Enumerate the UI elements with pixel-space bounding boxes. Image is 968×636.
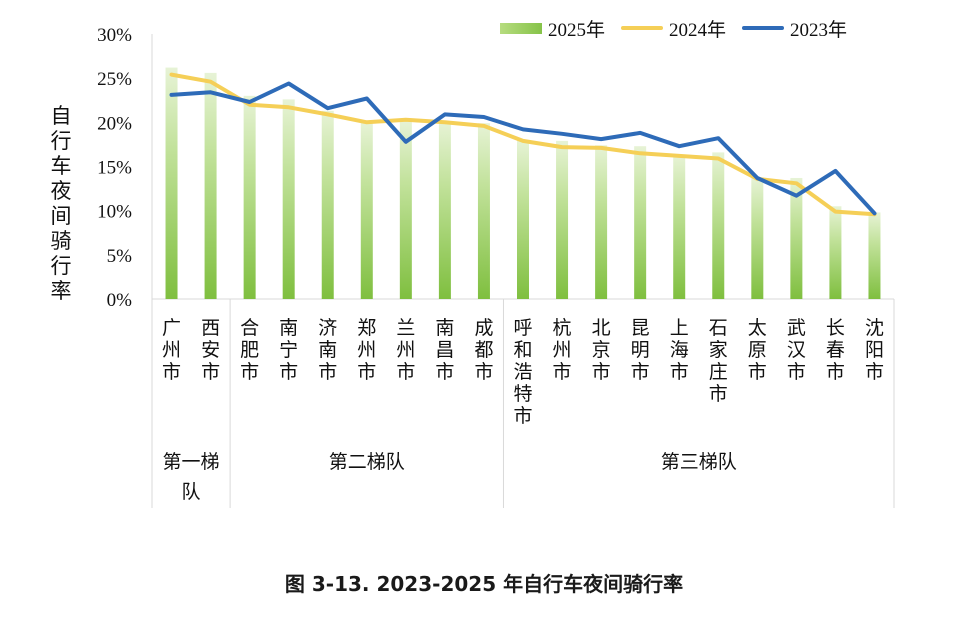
x-tick-label: 南昌市	[435, 317, 454, 383]
bar-2025	[438, 121, 451, 299]
line-2023	[169, 81, 877, 216]
x-tick-label: 长春市	[826, 317, 845, 383]
group-label: 第二梯队	[329, 451, 405, 473]
x-tick-label: 上海市	[670, 317, 689, 383]
legend-label-2024: 2024年	[669, 19, 727, 41]
legend-item-2024: 2024年	[621, 15, 726, 42]
legend-label-2025: 2025年	[548, 19, 606, 41]
bar-2025	[360, 122, 373, 299]
bar-2025	[556, 140, 569, 299]
y-tick-label: 10%	[97, 202, 132, 223]
x-tick-label: 南宁市	[279, 317, 298, 383]
x-tick-label: 郑州市	[357, 317, 376, 383]
x-tick-label: 济南市	[318, 317, 337, 383]
y-axis-title: 自行车夜间骑行率	[50, 104, 72, 303]
x-tick-label: 西安市	[201, 317, 220, 383]
legend-item-2025: 2025年	[500, 15, 605, 42]
bar-2025	[790, 177, 803, 299]
x-tick-label: 武汉市	[787, 317, 806, 383]
bar-2025	[673, 155, 686, 299]
y-tick-label: 5%	[107, 246, 133, 267]
bar-2025	[517, 140, 529, 299]
bar-2025	[595, 145, 608, 299]
x-tick-label: 合肥市	[240, 317, 259, 383]
bar-2025	[243, 95, 256, 299]
bar-2025	[634, 146, 647, 299]
y-tick-label: 30%	[97, 25, 132, 46]
bar-2025	[712, 152, 725, 299]
bar-2025	[282, 99, 295, 299]
x-tick-label: 石家庄市	[709, 317, 728, 405]
y-tick-label: 25%	[97, 69, 132, 90]
x-tick-label: 成都市	[474, 317, 493, 383]
x-tick-label: 广州市	[162, 317, 181, 383]
legend-label-2023: 2023年	[790, 19, 848, 41]
chart: 0% 5% 10% 15% 20% 25% 30% 广州市 西安市 合肥市 南宁市 济南市 郑州市 兰州市…	[97, 25, 895, 508]
x-tick-label: 昆明市	[631, 317, 650, 383]
x-tick-label: 沈阳市	[865, 317, 884, 383]
legend-swatch-2025	[500, 22, 542, 34]
x-tick-label: 兰州市	[396, 317, 415, 383]
x-tick-label: 杭州市	[553, 317, 572, 383]
group-label: 第一梯队	[163, 451, 220, 503]
bar-2025	[868, 212, 881, 299]
y-tick-label: 0%	[107, 290, 133, 311]
x-tick-label: 北京市	[592, 317, 611, 383]
y-tick-label: 20%	[97, 113, 132, 134]
bar-2025	[751, 177, 764, 299]
bar-2025	[829, 206, 842, 299]
x-tick-label: 太原市	[748, 317, 767, 383]
figure-caption: 图 3-13. 2023-2025 年自行车夜间骑行率	[284, 572, 684, 596]
bar-2025	[165, 67, 178, 299]
legend-item-2023: 2023年	[742, 15, 847, 42]
bar-2025	[204, 72, 217, 299]
group-label: 第三梯队	[661, 451, 737, 473]
legend-swatch-2024	[621, 26, 664, 30]
bar-2025	[399, 120, 412, 299]
bar-2025	[321, 110, 334, 299]
y-tick-label: 15%	[97, 158, 132, 179]
x-tick-label: 呼和浩特市	[513, 317, 532, 427]
bar-2025	[477, 123, 490, 299]
legend: 2025年 2024年 2023年	[500, 14, 863, 42]
legend-swatch-2023	[742, 26, 785, 30]
